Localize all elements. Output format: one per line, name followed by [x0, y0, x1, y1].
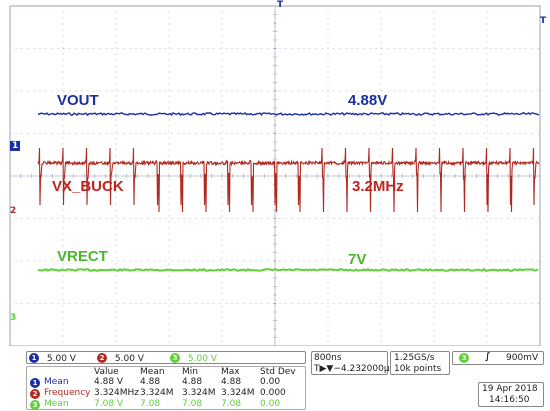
vx-buck-label: VX_BUCK — [52, 178, 124, 195]
ch2-ground-marker[interactable]: 2 — [10, 206, 17, 216]
channel-scale-bar[interactable]: 1 5.00 V 2 5.00 V 3 5.00 V — [26, 351, 306, 364]
measurement-channel-chip: 3 — [30, 400, 40, 410]
waveform-canvas — [9, 5, 541, 347]
ch3-trace — [37, 267, 539, 272]
ch1-scale-value: 5.00 V — [46, 353, 76, 364]
measurement-channel-chip: 2 — [30, 389, 40, 399]
measurement-cell: 3.324M — [182, 388, 216, 398]
ch3-ground-marker[interactable]: 3 — [10, 313, 17, 323]
vx-buck-value: 3.2MHz — [352, 178, 404, 195]
col-header-stddev: Std Dev — [260, 367, 296, 377]
vout-label: VOUT — [57, 92, 99, 109]
vrect-label: VRECT — [57, 248, 108, 265]
ch1-trace — [37, 111, 540, 117]
sample-rate: 1.25GS/s — [394, 353, 435, 363]
trigger-slope-icon: ∫ — [485, 352, 491, 362]
ch2-trace — [37, 147, 540, 213]
measurement-cell: 3.324M — [140, 388, 174, 398]
measurement-cell: 7.08 — [140, 399, 161, 409]
ch2-scale[interactable]: 2 5.00 V — [97, 353, 144, 364]
trigger-box[interactable]: 3 ∫ 900mV — [452, 351, 544, 365]
ch3-scale[interactable]: 3 5.00 V — [170, 353, 217, 364]
ch3-scale-value: 5.00 V — [187, 353, 217, 364]
ch1-ground-marker[interactable]: 1 — [10, 141, 21, 151]
measurement-cell: 4.88 — [182, 377, 203, 387]
measurement-cell: 4.88 — [140, 377, 161, 387]
measurement-cell: 7.08 — [182, 399, 203, 409]
vrect-value: 7V — [348, 251, 367, 268]
ch3-chip: 3 — [170, 353, 180, 363]
measurement-cell: 0.00 — [260, 399, 281, 409]
measurement-cell: 4.88 — [221, 377, 242, 387]
measurement-cell: 4.88 V — [94, 377, 124, 387]
ch1-chip: 1 — [29, 353, 39, 363]
col-header-value: Value — [94, 367, 119, 377]
col-header-min: Min — [182, 367, 198, 377]
col-header-mean: Mean — [140, 367, 165, 377]
measurement-cell: 3.324MHz — [94, 388, 140, 398]
trigger-position-marker[interactable]: T — [277, 0, 284, 10]
scope-display: T 1 2 3 T VOUT 4.88V VX_BUCK 3.2MHz VREC… — [9, 0, 547, 347]
measurement-channel-chip: 1 — [30, 378, 40, 388]
date: 19 Apr 2018 — [482, 384, 538, 394]
measurement-cell: 0.00 — [260, 377, 281, 387]
timebase-box[interactable]: 800ns T▶▼−4.232000µs — [311, 351, 394, 375]
trigger-level-marker[interactable]: T — [540, 16, 547, 26]
timebase-scale: 800ns — [314, 353, 342, 363]
measurement-cell: 7.08 — [221, 399, 242, 409]
ch2-scale-value: 5.00 V — [114, 353, 144, 364]
trigger-level: 900mV — [506, 353, 539, 363]
status-panel: 1 5.00 V 2 5.00 V 3 5.00 V 800ns T▶▼−4.2… — [0, 348, 550, 411]
measurement-name: Frequency — [44, 388, 91, 398]
datetime-box: 19 Apr 2018 14:16:50 — [478, 382, 544, 407]
time: 14:16:50 — [489, 395, 530, 405]
vout-value: 4.88V — [348, 92, 388, 109]
ch1-scale[interactable]: 1 5.00 V — [29, 353, 76, 364]
timebase-offset: T▶▼−4.232000µs — [314, 364, 395, 374]
measurement-name: Mean — [44, 399, 69, 409]
ch2-chip: 2 — [97, 353, 107, 363]
acquisition-box[interactable]: 1.25GS/s 10k points — [390, 351, 450, 375]
measurement-cell: 0.000 — [260, 388, 286, 398]
measurement-cell: 3.324M — [221, 388, 255, 398]
measurement-cell: 7.08 V — [94, 399, 124, 409]
measurements-table[interactable]: Value Mean Min Max Std Dev 1 Mean 4.88 V 4.… — [26, 366, 306, 410]
record-length: 10k points — [394, 364, 442, 374]
col-header-max: Max — [221, 367, 240, 377]
trigger-channel-chip: 3 — [459, 353, 469, 363]
measurement-name: Mean — [44, 377, 69, 387]
